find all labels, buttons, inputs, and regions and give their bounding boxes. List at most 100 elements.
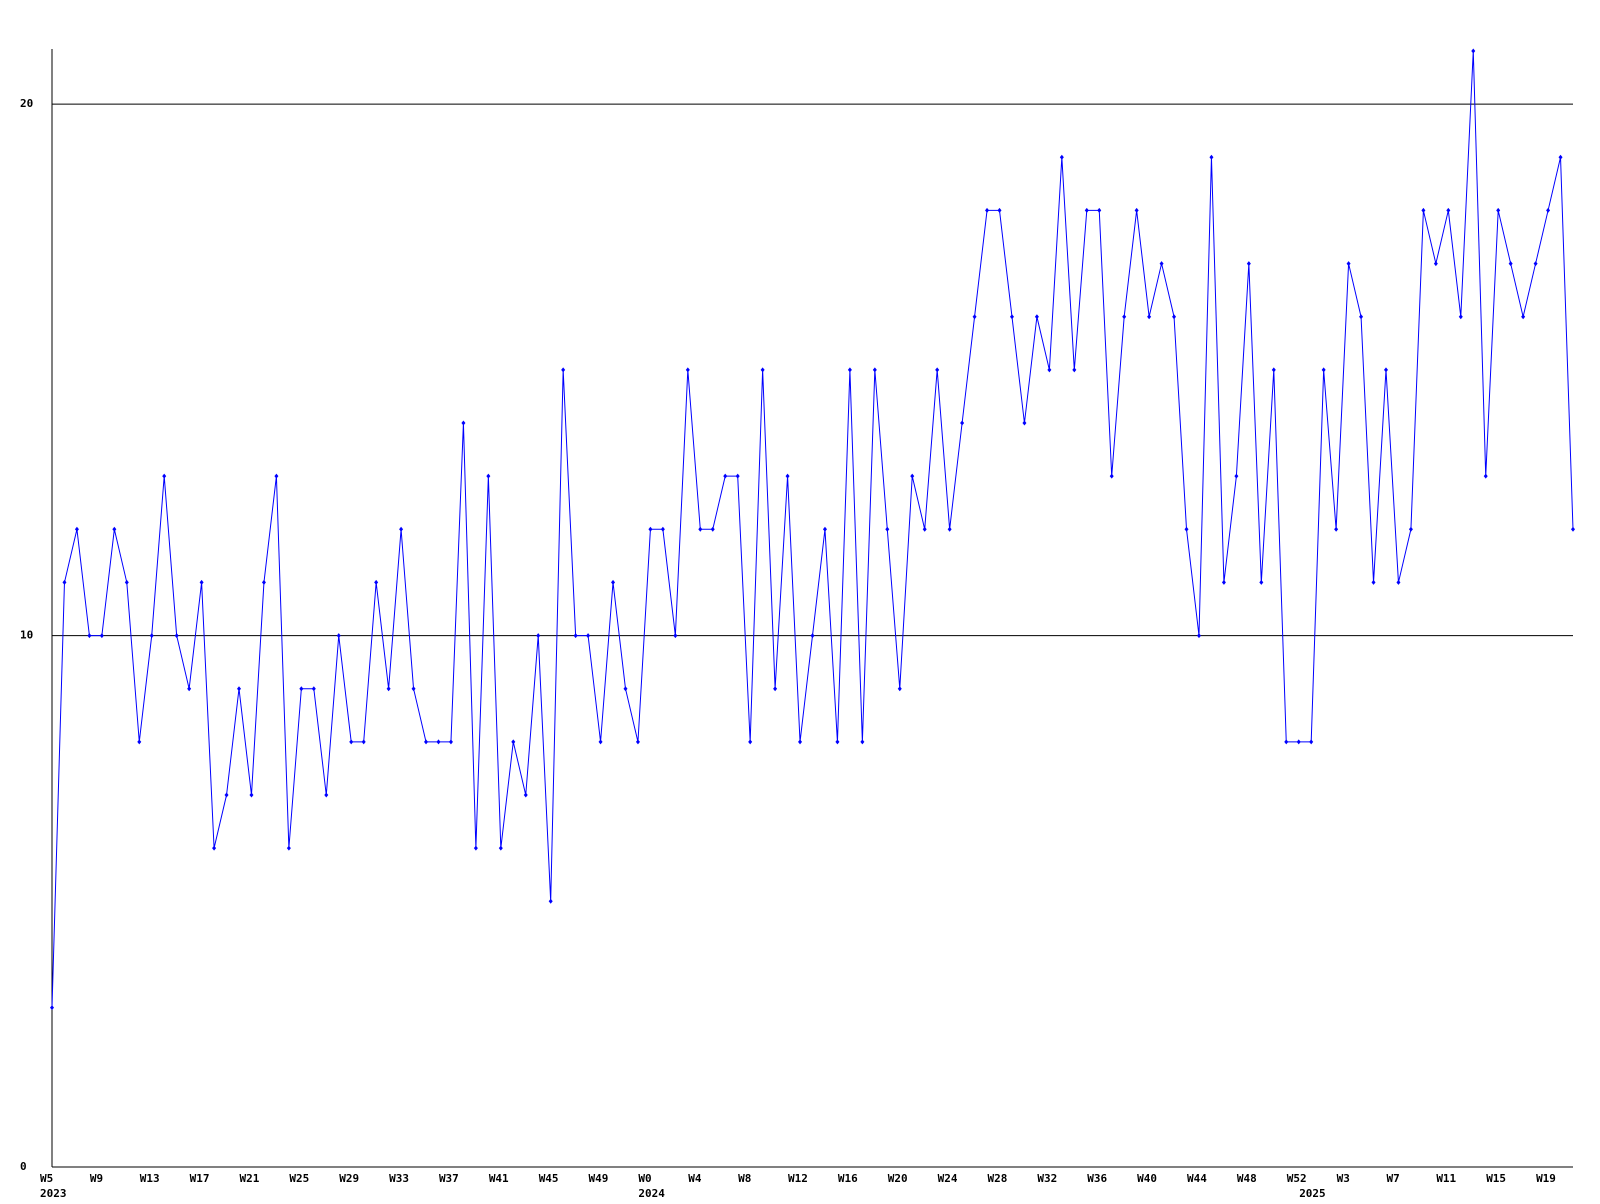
- point-marker: [149, 633, 154, 639]
- point-marker: [1421, 207, 1426, 213]
- point-marker: [498, 845, 503, 851]
- point-marker: [1571, 526, 1575, 532]
- point-marker: [1047, 367, 1052, 373]
- point-marker: [1159, 261, 1164, 267]
- point-marker: [723, 473, 728, 479]
- x-tick-label: W13: [140, 1172, 160, 1185]
- point-marker: [448, 739, 453, 745]
- point-marker: [261, 579, 266, 585]
- point-marker: [773, 686, 778, 692]
- point-marker: [299, 686, 304, 692]
- point-marker: [1383, 367, 1388, 373]
- point-marker: [1346, 261, 1351, 267]
- point-marker: [199, 579, 204, 585]
- x-tick-label: W8: [738, 1172, 751, 1185]
- point-marker: [1196, 633, 1201, 639]
- x-tick-label: W12: [788, 1172, 808, 1185]
- point-marker: [1558, 154, 1563, 160]
- x-tick-label: W41: [489, 1172, 509, 1185]
- point-marker: [548, 898, 553, 904]
- point-marker: [536, 633, 541, 639]
- point-marker: [1371, 579, 1376, 585]
- x-tick-label: W40: [1137, 1172, 1157, 1185]
- point-marker: [586, 633, 591, 639]
- y-tick-label: 20: [20, 97, 33, 110]
- point-marker: [1284, 739, 1289, 745]
- year-label: 2023: [40, 1187, 67, 1200]
- x-tick-label: W24: [938, 1172, 958, 1185]
- point-marker: [1396, 579, 1401, 585]
- point-marker: [1034, 314, 1039, 320]
- point-marker: [1009, 314, 1014, 320]
- point-marker: [1134, 207, 1139, 213]
- point-marker: [1533, 261, 1538, 267]
- point-marker: [1458, 314, 1463, 320]
- point-marker: [648, 526, 653, 532]
- point-marker: [710, 526, 715, 532]
- point-marker: [224, 792, 229, 798]
- point-marker: [798, 739, 803, 745]
- point-marker: [1109, 473, 1114, 479]
- point-marker: [1184, 526, 1189, 532]
- point-marker: [349, 739, 354, 745]
- x-tick-label: W0: [638, 1172, 651, 1185]
- point-marker: [1446, 207, 1451, 213]
- point-marker: [673, 633, 678, 639]
- point-marker: [1246, 261, 1251, 267]
- point-marker: [1359, 314, 1364, 320]
- x-tick-label: W48: [1237, 1172, 1257, 1185]
- x-tick-label: W29: [339, 1172, 359, 1185]
- point-marker: [1271, 367, 1276, 373]
- point-marker: [1334, 526, 1339, 532]
- point-marker: [486, 473, 491, 479]
- point-marker: [922, 526, 927, 532]
- point-marker: [1072, 367, 1077, 373]
- point-marker: [237, 686, 242, 692]
- point-marker: [822, 526, 827, 532]
- point-marker: [274, 473, 279, 479]
- point-marker: [1483, 473, 1488, 479]
- x-tick-label: W11: [1436, 1172, 1456, 1185]
- point-marker: [897, 686, 902, 692]
- x-tick-label: W32: [1037, 1172, 1057, 1185]
- x-tick-label: W45: [539, 1172, 559, 1185]
- point-marker: [760, 367, 765, 373]
- point-marker: [1259, 579, 1264, 585]
- x-tick-label: W15: [1486, 1172, 1506, 1185]
- point-marker: [399, 526, 404, 532]
- point-marker: [810, 633, 815, 639]
- year-label: 2025: [1299, 1187, 1326, 1200]
- point-marker: [997, 207, 1002, 213]
- point-marker: [336, 633, 341, 639]
- x-tick-label: W33: [389, 1172, 409, 1185]
- point-marker: [985, 207, 990, 213]
- point-marker: [561, 367, 566, 373]
- point-marker: [1022, 420, 1027, 426]
- x-tick-label: W21: [239, 1172, 259, 1185]
- point-marker: [249, 792, 254, 798]
- point-marker: [947, 526, 952, 532]
- x-tick-label: W9: [90, 1172, 103, 1185]
- point-marker: [124, 579, 129, 585]
- x-tick-label: W44: [1187, 1172, 1207, 1185]
- point-marker: [174, 633, 179, 639]
- point-marker: [960, 420, 965, 426]
- point-marker: [1209, 154, 1214, 160]
- y-tick-label: 10: [20, 629, 33, 642]
- point-marker: [1084, 207, 1089, 213]
- point-marker: [99, 633, 104, 639]
- point-marker: [386, 686, 391, 692]
- point-marker: [1471, 48, 1476, 54]
- point-marker: [1147, 314, 1152, 320]
- point-marker: [374, 579, 379, 585]
- point-marker: [1172, 314, 1177, 320]
- point-marker: [74, 526, 79, 532]
- point-marker: [1408, 526, 1413, 532]
- x-tick-label: W4: [688, 1172, 702, 1185]
- y-tick-label: 0: [20, 1160, 27, 1173]
- x-tick-label: W28: [988, 1172, 1008, 1185]
- point-marker: [1097, 207, 1102, 213]
- x-tick-label: W19: [1536, 1172, 1556, 1185]
- point-marker: [1521, 314, 1526, 320]
